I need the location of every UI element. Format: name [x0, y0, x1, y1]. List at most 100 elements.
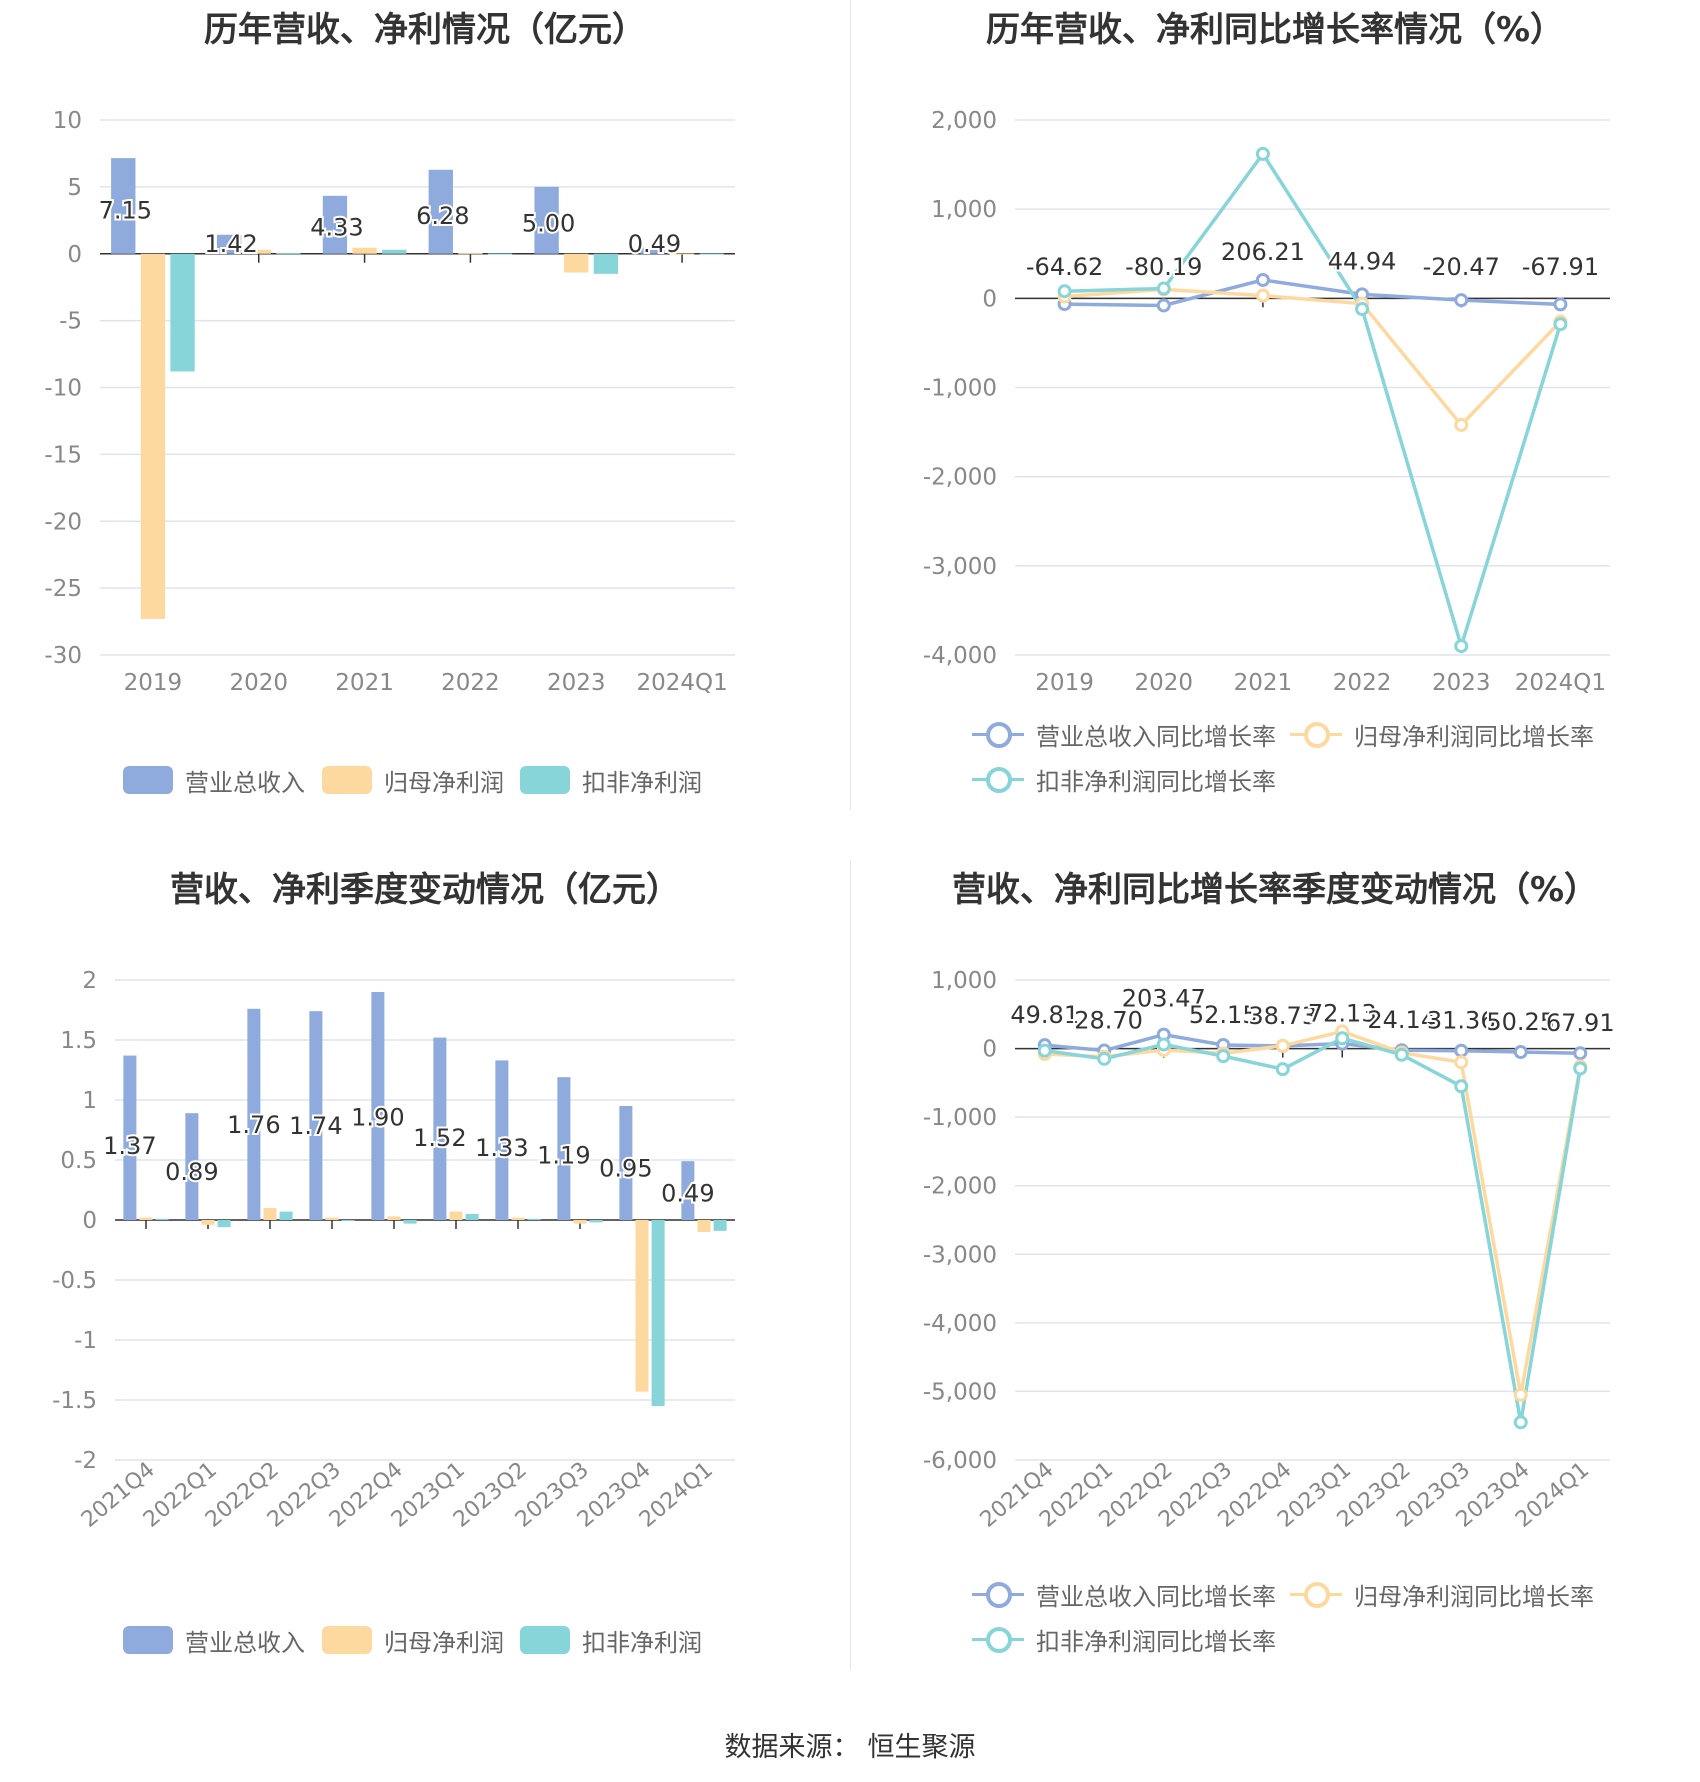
data-point	[1216, 1049, 1231, 1064]
series-line	[1044, 1029, 1582, 1396]
legend-swatch	[972, 1625, 1024, 1653]
data-point	[1454, 639, 1469, 654]
bar	[589, 1220, 603, 1223]
bar	[669, 253, 695, 255]
y-tick-label: -20	[44, 509, 82, 535]
legend-label: 扣非净利润	[582, 768, 702, 797]
x-tick-label: 2024Q1	[1515, 670, 1606, 696]
legend-item-net-profit-growth[interactable]: 归母净利润同比增长率	[1290, 716, 1594, 752]
data-label: 50.25	[1486, 1008, 1555, 1036]
legend-item-net-profit[interactable]: 归母净利润	[322, 1622, 504, 1658]
quarterly-growth-panel: 营收、净利同比增长率季度变动情况（%） 1,000 0 -1,000 -2,000 -3…	[850, 860, 1700, 1720]
legend-item-revenue-growth[interactable]: 营业总收入同比增长率	[972, 716, 1276, 752]
y-tick-label: -0.5	[52, 1268, 97, 1294]
data-label: -64.62	[1026, 253, 1103, 281]
bar	[713, 1220, 727, 1231]
annual-growth-panel: 历年营收、净利同比增长率情况（%） 2,000 1,000 0 -1,000 -2,00…	[850, 0, 1700, 860]
data-label: 1.90	[351, 1103, 404, 1131]
data-label: 0.49	[661, 1180, 714, 1208]
y-tick-label: -30	[44, 643, 82, 669]
y-tick-label: -1.5	[52, 1388, 97, 1414]
data-label: 5.00	[522, 210, 575, 238]
legend-item-net-profit[interactable]: 归母净利润	[322, 762, 504, 798]
x-tick-label: 2021	[1234, 670, 1293, 696]
data-point	[1513, 1045, 1528, 1060]
y-tick-label: -2,000	[923, 465, 997, 491]
y-tick-label: -1,000	[923, 1105, 997, 1131]
y-tick-label: 0	[982, 286, 997, 312]
data-label: 52.15	[1189, 1001, 1258, 1029]
legend-item-deducted-growth[interactable]: 扣非净利润同比增长率	[972, 1621, 1276, 1657]
data-point	[1553, 317, 1568, 332]
data-point	[1553, 297, 1568, 312]
legend-item-deducted-growth[interactable]: 扣非净利润同比增长率	[972, 761, 1276, 797]
legend-swatch	[322, 1626, 372, 1654]
legend-item-net-profit-growth[interactable]: 归母净利润同比增长率	[1290, 1576, 1594, 1612]
data-label: 31.36	[1427, 1007, 1496, 1035]
data-label: 0.95	[599, 1155, 652, 1183]
data-label: 1.52	[413, 1124, 466, 1152]
legend-item-deducted[interactable]: 扣非净利润	[520, 762, 702, 798]
bar	[640, 247, 665, 254]
data-point	[1335, 1031, 1350, 1046]
data-label: 1.37	[103, 1132, 156, 1160]
legend-swatch	[1290, 720, 1342, 748]
data-label: 0.89	[165, 1158, 218, 1186]
y-tick-label: -2	[74, 1448, 97, 1474]
y-tick-label: -6,000	[923, 1448, 997, 1474]
data-label: 1.33	[475, 1134, 528, 1162]
data-label: 1.42	[204, 230, 257, 258]
data-label: 49.81	[1010, 1001, 1079, 1029]
data-label: 1.19	[537, 1142, 590, 1170]
legend-item-revenue[interactable]: 营业总收入	[123, 1622, 305, 1658]
data-point	[1255, 288, 1270, 303]
bar	[495, 1060, 509, 1220]
bar	[217, 1220, 231, 1228]
legend-swatch	[1290, 1580, 1342, 1608]
x-tick-label: 2022	[1333, 670, 1392, 696]
data-label: 6.28	[416, 202, 469, 230]
chart-title: 历年营收、净利同比增长率情况（%）	[985, 10, 1565, 50]
data-label: 4.33	[310, 214, 363, 242]
quarterly-amount-panel: 营收、净利季度变动情况（亿元） 2 1.5 1 0.5 0 -0.5 -1 -1.5 -2 202…	[0, 860, 850, 1720]
y-tick-label: 10	[53, 108, 82, 134]
legend-label: 营业总收入同比增长率	[1036, 722, 1276, 751]
bar	[352, 247, 377, 254]
y-tick-label: 1	[82, 1088, 97, 1114]
legend-label: 扣非净利润同比增长率	[1036, 767, 1276, 796]
x-tick-label: 2020	[229, 670, 288, 696]
y-tick-label: 1,000	[931, 968, 997, 994]
legend-label: 营业总收入	[185, 1628, 305, 1657]
series-line	[1064, 287, 1562, 428]
data-point	[1454, 1055, 1469, 1070]
bar	[458, 253, 483, 255]
series-line	[1064, 278, 1561, 308]
bar	[247, 1008, 261, 1220]
bar	[371, 992, 385, 1220]
legend-swatch	[520, 766, 570, 794]
x-tick-label: 2022	[441, 670, 500, 696]
bar	[322, 195, 348, 254]
bar	[111, 158, 136, 254]
x-tick-label: 2023	[547, 670, 606, 696]
legend-item-revenue[interactable]: 营业总收入	[123, 762, 305, 798]
y-tick-label: -25	[44, 576, 82, 602]
data-point	[1255, 272, 1270, 287]
y-tick-label: -4,000	[923, 1311, 997, 1337]
data-label: -20.47	[1423, 253, 1500, 281]
data-point	[1156, 298, 1171, 313]
bar	[382, 249, 407, 254]
legend-swatch	[972, 1580, 1024, 1608]
bar	[139, 1217, 153, 1220]
legend-label: 扣非净利润	[582, 1628, 702, 1657]
y-tick-label: 1,000	[931, 197, 997, 223]
y-tick-label: 1.5	[60, 1028, 97, 1054]
y-tick-label: -5	[59, 309, 82, 335]
bar	[681, 1161, 695, 1220]
legend-item-deducted[interactable]: 扣非净利润	[520, 1622, 702, 1658]
bar	[487, 253, 513, 255]
bar	[564, 253, 589, 273]
legend-label: 归母净利润	[384, 1628, 504, 1657]
legend-label: 营业总收入	[185, 768, 305, 797]
legend-item-revenue-growth[interactable]: 营业总收入同比增长率	[972, 1576, 1276, 1612]
